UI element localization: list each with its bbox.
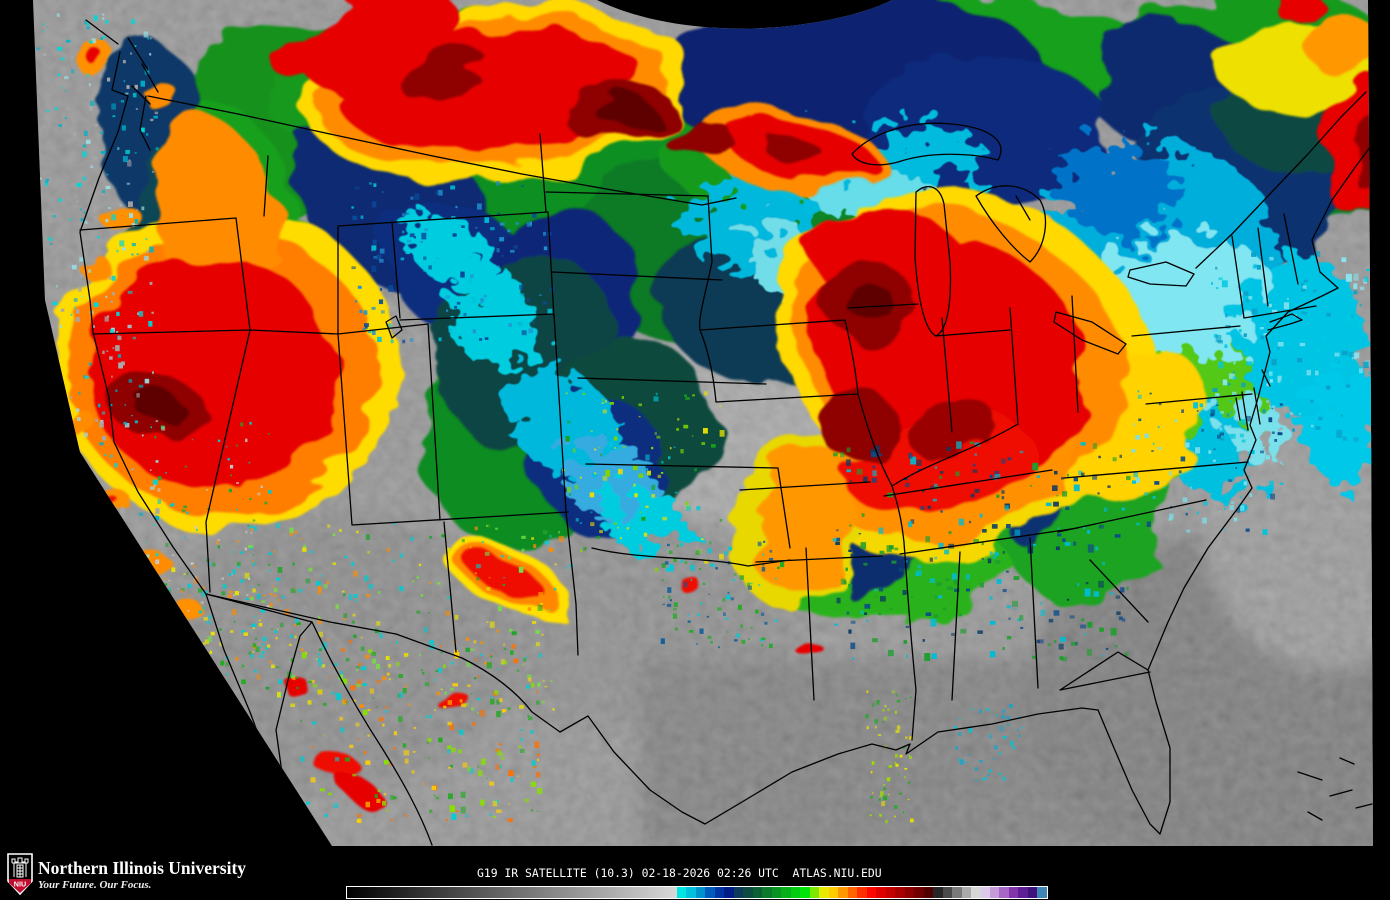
colorbar-segment [999, 887, 1009, 898]
colorbar-segment [952, 887, 962, 898]
colorbar-segment [828, 887, 839, 898]
niu-shield-logo: NIU [7, 853, 33, 895]
colorbar-segment [800, 887, 810, 898]
niu-acronym: NIU [14, 880, 26, 889]
colorbar-segment [923, 887, 934, 898]
colorbar-segment [904, 887, 915, 898]
satellite-map [33, 0, 1373, 846]
colorbar-segment [971, 887, 981, 898]
colorbar-segment [809, 887, 820, 898]
colorbar-segment [885, 887, 896, 898]
product-caption: G19 IR SATELLITE (10.3) 02-18-2026 02:26… [477, 866, 882, 880]
colorbar-segment [714, 887, 725, 898]
colorbar-segment [686, 887, 696, 898]
colorbar-gray-gradient [347, 887, 677, 898]
colorbar-segment [914, 887, 924, 898]
colorbar-segment [1027, 887, 1038, 898]
colorbar-segment [989, 887, 1000, 898]
layer-boundaries [79, 19, 1373, 846]
ir-satellite-image [33, 0, 1373, 846]
colorbar-segment [933, 887, 943, 898]
ir-colorbar [346, 886, 1048, 899]
colorbar-segment [1037, 887, 1047, 898]
colorbar-segment [857, 887, 867, 898]
colorbar-segment [866, 887, 877, 898]
colorbar-segment [1018, 887, 1028, 898]
colorbar-segments [677, 887, 1047, 898]
colorbar-segment [838, 887, 848, 898]
colorbar-segment [733, 887, 744, 898]
colorbar-segment [762, 887, 772, 898]
institution-tagline: Your Future. Our Focus. [38, 879, 152, 891]
colorbar-segment [847, 887, 858, 898]
castle-icon [11, 857, 29, 878]
colorbar-segment [790, 887, 801, 898]
colorbar-segment [771, 887, 782, 898]
colorbar-segment [724, 887, 734, 898]
colorbar-segment [895, 887, 905, 898]
colorbar-segment [695, 887, 706, 898]
colorbar-segment [705, 887, 715, 898]
colorbar-segment [980, 887, 990, 898]
layer-darkred-cores [113, 50, 1373, 461]
colorbar-segment [677, 887, 687, 898]
colorbar-segment [961, 887, 972, 898]
colorbar-segment [1008, 887, 1019, 898]
colorbar-segment [942, 887, 953, 898]
colorbar-segment [752, 887, 763, 898]
colorbar-segment [819, 887, 829, 898]
colorbar-segment [876, 887, 886, 898]
colorbar-segment [781, 887, 791, 898]
colorbar-segment [743, 887, 753, 898]
footer-bar: NIU Northern Illinois University Your Fu… [0, 846, 1390, 900]
institution-name: Northern Illinois University [38, 858, 247, 878]
